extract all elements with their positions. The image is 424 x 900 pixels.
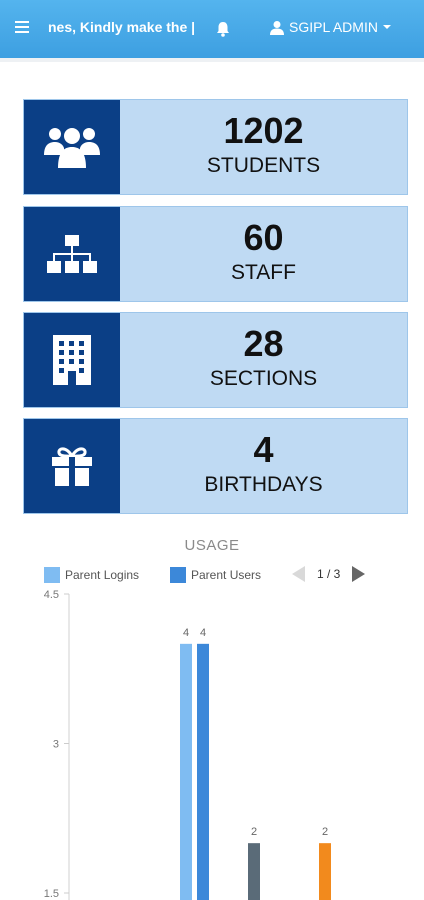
legend-item-parent-logins[interactable]: Parent Logins (44, 567, 139, 583)
building-icon (24, 313, 120, 407)
y-tick-label: 3 (53, 739, 59, 751)
pager-text: 1 / 3 (317, 567, 341, 581)
stat-card-students[interactable]: 1202 STUDENTS (23, 99, 408, 195)
user-menu-dropdown[interactable]: SGIPL ADMIN (270, 19, 391, 35)
sitemap-icon (24, 207, 120, 301)
bar-value-label: 2 (322, 826, 328, 838)
staff-label: STAFF (231, 261, 296, 284)
previous-arrow-icon[interactable] (292, 566, 305, 582)
hamburger-menu-icon[interactable] (15, 21, 29, 35)
announcement-marquee: nes, Kindly make the | (48, 19, 196, 35)
sections-count: 28 (243, 323, 284, 364)
bell-icon[interactable] (214, 20, 232, 38)
sections-label: SECTIONS (209, 367, 318, 390)
legend-swatch (170, 567, 186, 583)
birthdays-count: 4 (253, 429, 274, 470)
chart-bar[interactable] (180, 643, 192, 900)
legend-label: Parent Users (191, 568, 262, 582)
students-label: STUDENTS (206, 154, 321, 177)
gift-icon (24, 419, 120, 513)
y-tick-label: 1.5 (44, 888, 59, 900)
y-tick-label: 4.5 (44, 589, 59, 601)
chevron-down-icon (382, 25, 391, 29)
stat-card-birthdays[interactable]: 4 BIRTHDAYS (23, 418, 408, 514)
stat-card-sections[interactable]: 28 SECTIONS (23, 312, 408, 408)
users-icon (24, 100, 120, 194)
top-navbar: nes, Kindly make the | SGIPL ADMIN (0, 0, 424, 58)
legend-item-parent-users[interactable]: Parent Users (170, 567, 261, 583)
user-icon (270, 20, 284, 35)
chart-bar[interactable] (248, 843, 260, 900)
legend-pager: 1 / 3 (292, 566, 366, 582)
students-count: 1202 (223, 110, 304, 151)
bar-value-label: 4 (183, 627, 189, 639)
chart-title: USAGE (184, 537, 240, 554)
bar-value-label: 4 (200, 627, 206, 639)
birthdays-label: BIRTHDAYS (204, 473, 323, 496)
chart-bar[interactable] (197, 643, 209, 900)
staff-count: 60 (243, 217, 284, 258)
user-name: SGIPL ADMIN (289, 19, 378, 35)
chart-bar[interactable] (319, 843, 331, 900)
bar-value-label: 2 (251, 826, 257, 838)
stat-card-staff[interactable]: 60 STAFF (23, 206, 408, 302)
legend-swatch (44, 567, 60, 583)
next-arrow-icon[interactable] (352, 566, 366, 582)
usage-chart: 4.5 3 1.5 4 4 2 2 (44, 589, 331, 900)
legend-label: Parent Logins (65, 568, 140, 582)
